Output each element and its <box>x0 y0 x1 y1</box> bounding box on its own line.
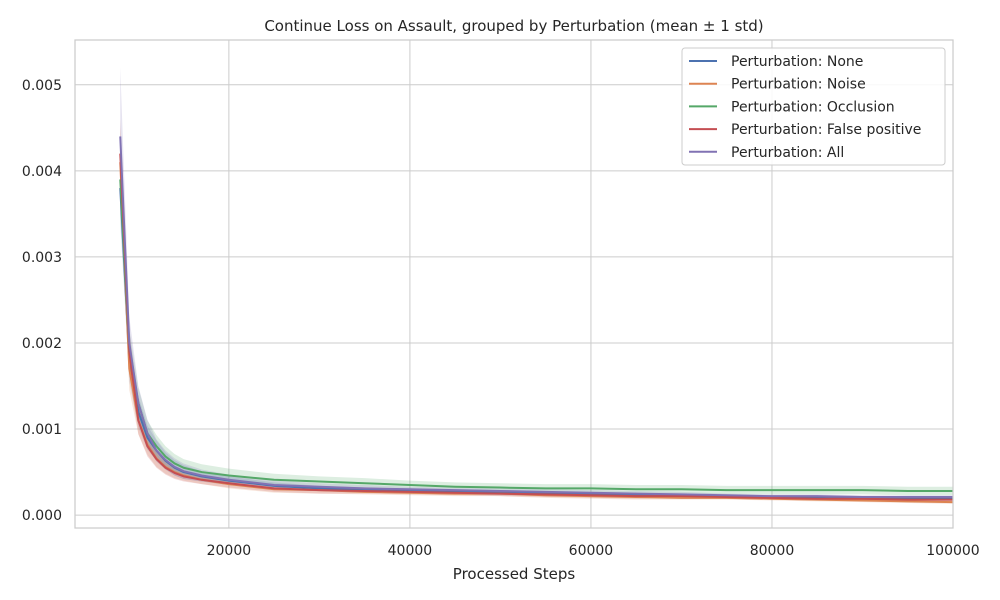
std-band <box>120 127 953 504</box>
y-tick-label: 0.003 <box>22 250 62 266</box>
legend: Perturbation: None Perturbation: Noise Per… <box>681 47 946 166</box>
std-band <box>120 119 953 502</box>
x-axis-ticks: 20000 40000 60000 80000 100000 <box>207 543 980 559</box>
legend-entry: Perturbation: None <box>731 54 863 70</box>
x-tick-label: 40000 <box>388 543 433 559</box>
std-band <box>120 153 953 501</box>
legend-entry: Perturbation: All <box>731 145 844 161</box>
x-tick-label: 100000 <box>926 543 979 559</box>
y-tick-label: 0.002 <box>22 336 62 352</box>
plot-frame <box>74 39 954 529</box>
y-tick-label: 0.005 <box>22 78 62 94</box>
x-tick-label: 20000 <box>207 543 252 559</box>
y-tick-label: 0.004 <box>22 164 62 180</box>
series-line <box>119 153 953 501</box>
x-axis-label: Processed Steps <box>453 565 576 583</box>
x-tick-label: 60000 <box>569 543 614 559</box>
series-line <box>119 162 954 504</box>
chart-title: Continue Loss on Assault, grouped by Per… <box>264 17 763 35</box>
y-axis-ticks: 0.000 0.001 0.002 0.003 0.004 0.005 <box>22 78 62 524</box>
y-tick-label: 0.001 <box>22 422 62 438</box>
series-lines <box>119 136 954 504</box>
legend-entry: Perturbation: Occlusion <box>731 99 895 115</box>
x-tick-label: 80000 <box>750 543 795 559</box>
std-band <box>120 145 953 496</box>
legend-entry: Perturbation: Noise <box>731 77 866 93</box>
series-line <box>119 179 953 492</box>
y-tick-label: 0.000 <box>22 508 62 524</box>
legend-box <box>681 47 946 166</box>
legend-entry: Perturbation: False positive <box>731 122 921 138</box>
series-line <box>119 136 953 499</box>
